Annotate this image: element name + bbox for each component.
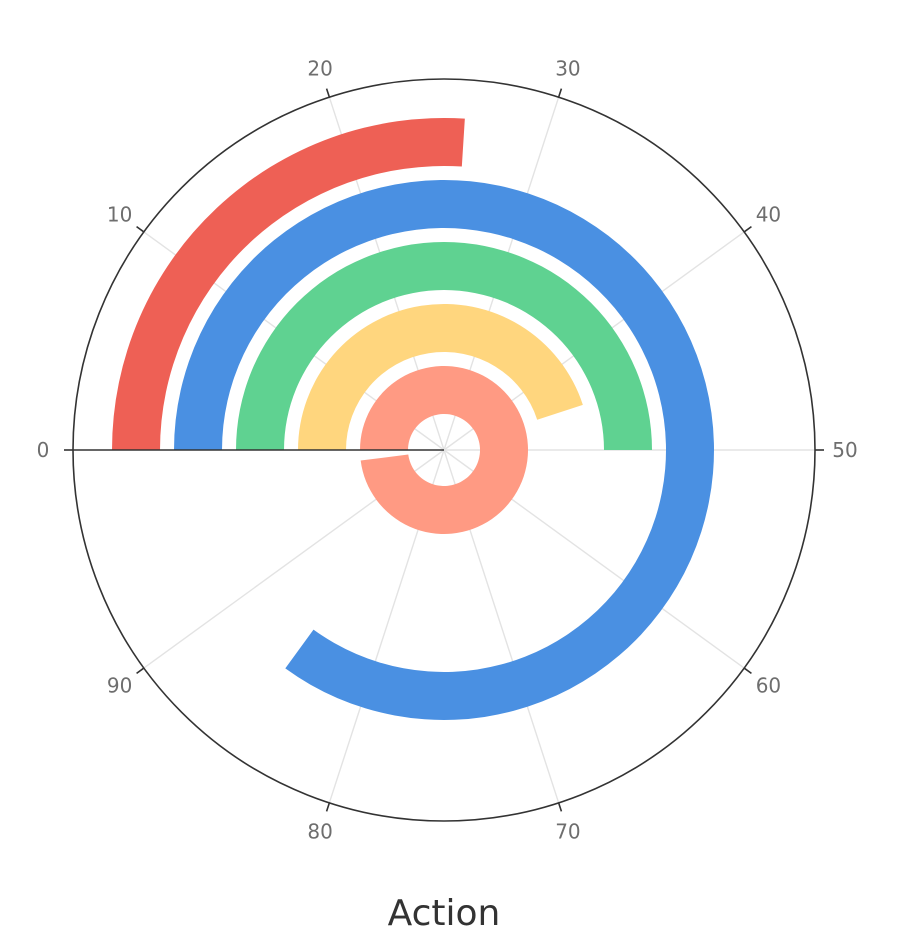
tick-mark	[136, 225, 145, 233]
tick-label: 50	[832, 438, 857, 462]
bar-5	[359, 365, 528, 534]
tick-mark	[557, 802, 563, 812]
angle-axis-ticks: 0 10 20 30 40 50 60 70 80 90	[37, 57, 858, 844]
tick-label: 20	[307, 57, 332, 81]
tick-mark	[325, 88, 331, 98]
bar-3	[236, 242, 652, 450]
axis-title: Action	[388, 893, 501, 933]
tick-label: 80	[307, 819, 332, 843]
tick-label: 10	[107, 202, 132, 226]
bars	[112, 118, 714, 720]
tick-mark	[325, 802, 331, 812]
tick-mark	[743, 667, 752, 675]
tick-label: 40	[756, 202, 781, 226]
tick-label: 0	[37, 438, 50, 462]
tick-mark	[136, 667, 145, 675]
tick-label: 30	[555, 57, 580, 81]
bar-1	[112, 118, 465, 451]
tick-label: 90	[107, 674, 132, 698]
tick-label: 60	[756, 674, 781, 698]
tick-mark	[743, 225, 752, 233]
tick-mark	[557, 88, 563, 98]
bar-4	[298, 304, 583, 450]
tick-label: 70	[555, 819, 580, 843]
